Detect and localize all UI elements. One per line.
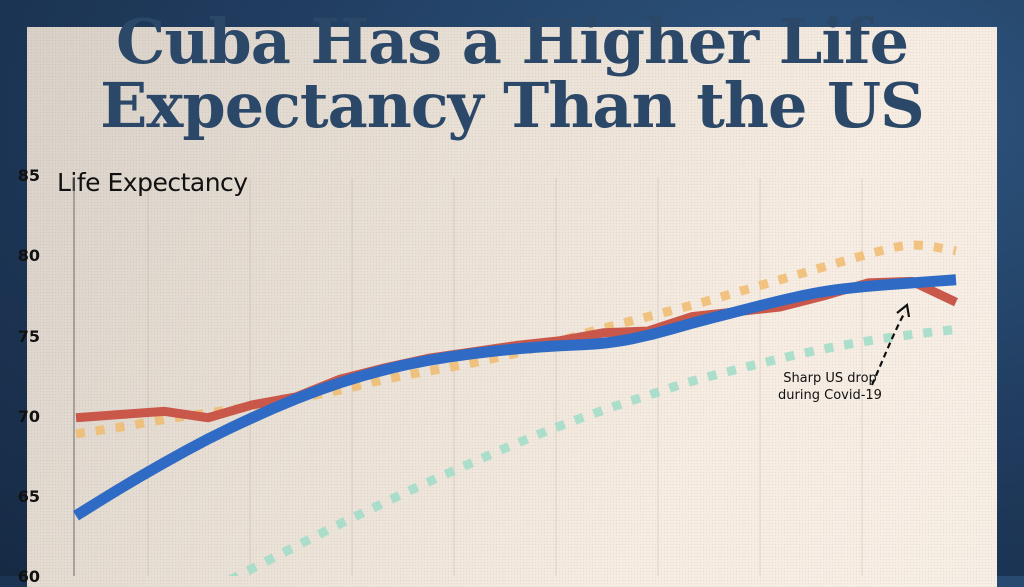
y-tick-80: 80 bbox=[17, 246, 40, 266]
series-line-blue bbox=[73, 274, 957, 521]
title-line-1: Cuba Has a Higher Life bbox=[115, 5, 909, 78]
y-axis-label: Life Expectancy bbox=[57, 168, 248, 197]
chart-title: Cuba Has a Higher Life Expectancy Than t… bbox=[0, 10, 1024, 138]
annotation-line-1: Sharp US drop bbox=[783, 371, 877, 386]
y-tick-75: 75 bbox=[17, 326, 40, 346]
annotation-line-2: during Covid-19 bbox=[778, 388, 882, 403]
series-group bbox=[73, 240, 958, 576]
y-tick-70: 70 bbox=[17, 406, 40, 426]
gridlines bbox=[147, 178, 863, 576]
covid-annotation: Sharp US drop during Covid-19 bbox=[765, 370, 895, 404]
y-tick-65: 65 bbox=[17, 487, 40, 506]
title-line-2: Expectancy Than the US bbox=[100, 69, 925, 142]
y-tick-85: 85 bbox=[17, 166, 40, 185]
annotation-arrow bbox=[870, 302, 911, 386]
series-line-orange bbox=[75, 240, 957, 439]
series-line-teal bbox=[227, 325, 957, 576]
